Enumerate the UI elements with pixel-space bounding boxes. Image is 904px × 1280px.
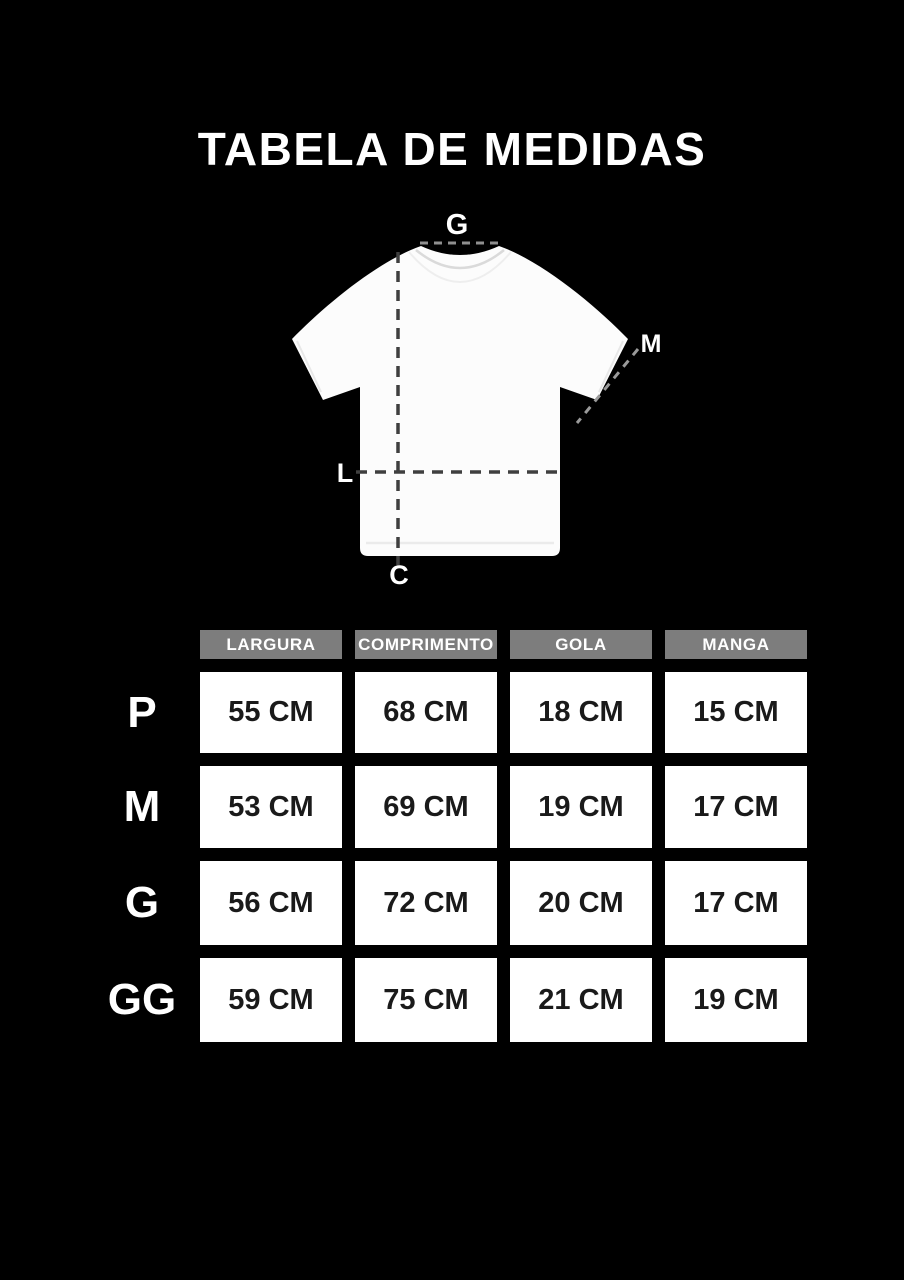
collar-shadow-line <box>408 251 512 283</box>
row-label-g: G <box>124 878 160 927</box>
column-header-gola: GOLA <box>510 630 652 659</box>
left-cuff-line <box>296 340 322 393</box>
cell-m-largura: 53 CM <box>200 766 342 848</box>
tshirt-shape <box>292 246 628 556</box>
collar-measure-label: G <box>445 209 469 241</box>
column-header-manga: MANGA <box>665 630 807 659</box>
row-label-p: P <box>127 687 157 737</box>
cell-m-gola: 19 CM <box>510 766 652 848</box>
width-measure-label: L <box>336 458 354 488</box>
cell-m-manga: 17 CM <box>665 766 807 848</box>
column-header-largura: LARGURA <box>200 630 342 659</box>
row-label-m: M <box>123 782 161 831</box>
cell-gg-comprimento: 75 CM <box>355 958 497 1042</box>
tshirt-illustration <box>292 241 640 565</box>
sleeve-measure-line <box>575 348 640 424</box>
cell-gg-gola: 21 CM <box>510 958 652 1042</box>
length-measure-label: C <box>389 560 409 590</box>
cell-g-comprimento: 72 CM <box>355 861 497 945</box>
cell-g-manga: 17 CM <box>665 861 807 945</box>
measurements-table: LARGURA COMPRIMENTO GOLA MANGA P 55 CM 6… <box>97 630 807 1042</box>
page-title: TABELA DE MEDIDAS <box>197 123 707 175</box>
cell-m-comprimento: 69 CM <box>355 766 497 848</box>
cell-g-gola: 20 CM <box>510 861 652 945</box>
column-header-comprimento: COMPRIMENTO <box>355 630 497 659</box>
sleeve-measure-label: M <box>640 330 662 358</box>
cell-gg-manga: 19 CM <box>665 958 807 1042</box>
cell-p-largura: 55 CM <box>200 672 342 753</box>
cell-p-gola: 18 CM <box>510 672 652 753</box>
cell-p-manga: 15 CM <box>665 672 807 753</box>
cell-gg-largura: 59 CM <box>200 958 342 1042</box>
cell-g-largura: 56 CM <box>200 861 342 945</box>
row-label-gg: GG <box>107 975 177 1024</box>
table-corner-spacer <box>97 630 187 659</box>
collar-band-line <box>415 249 505 270</box>
cell-p-comprimento: 68 CM <box>355 672 497 753</box>
right-cuff-line <box>598 340 624 393</box>
